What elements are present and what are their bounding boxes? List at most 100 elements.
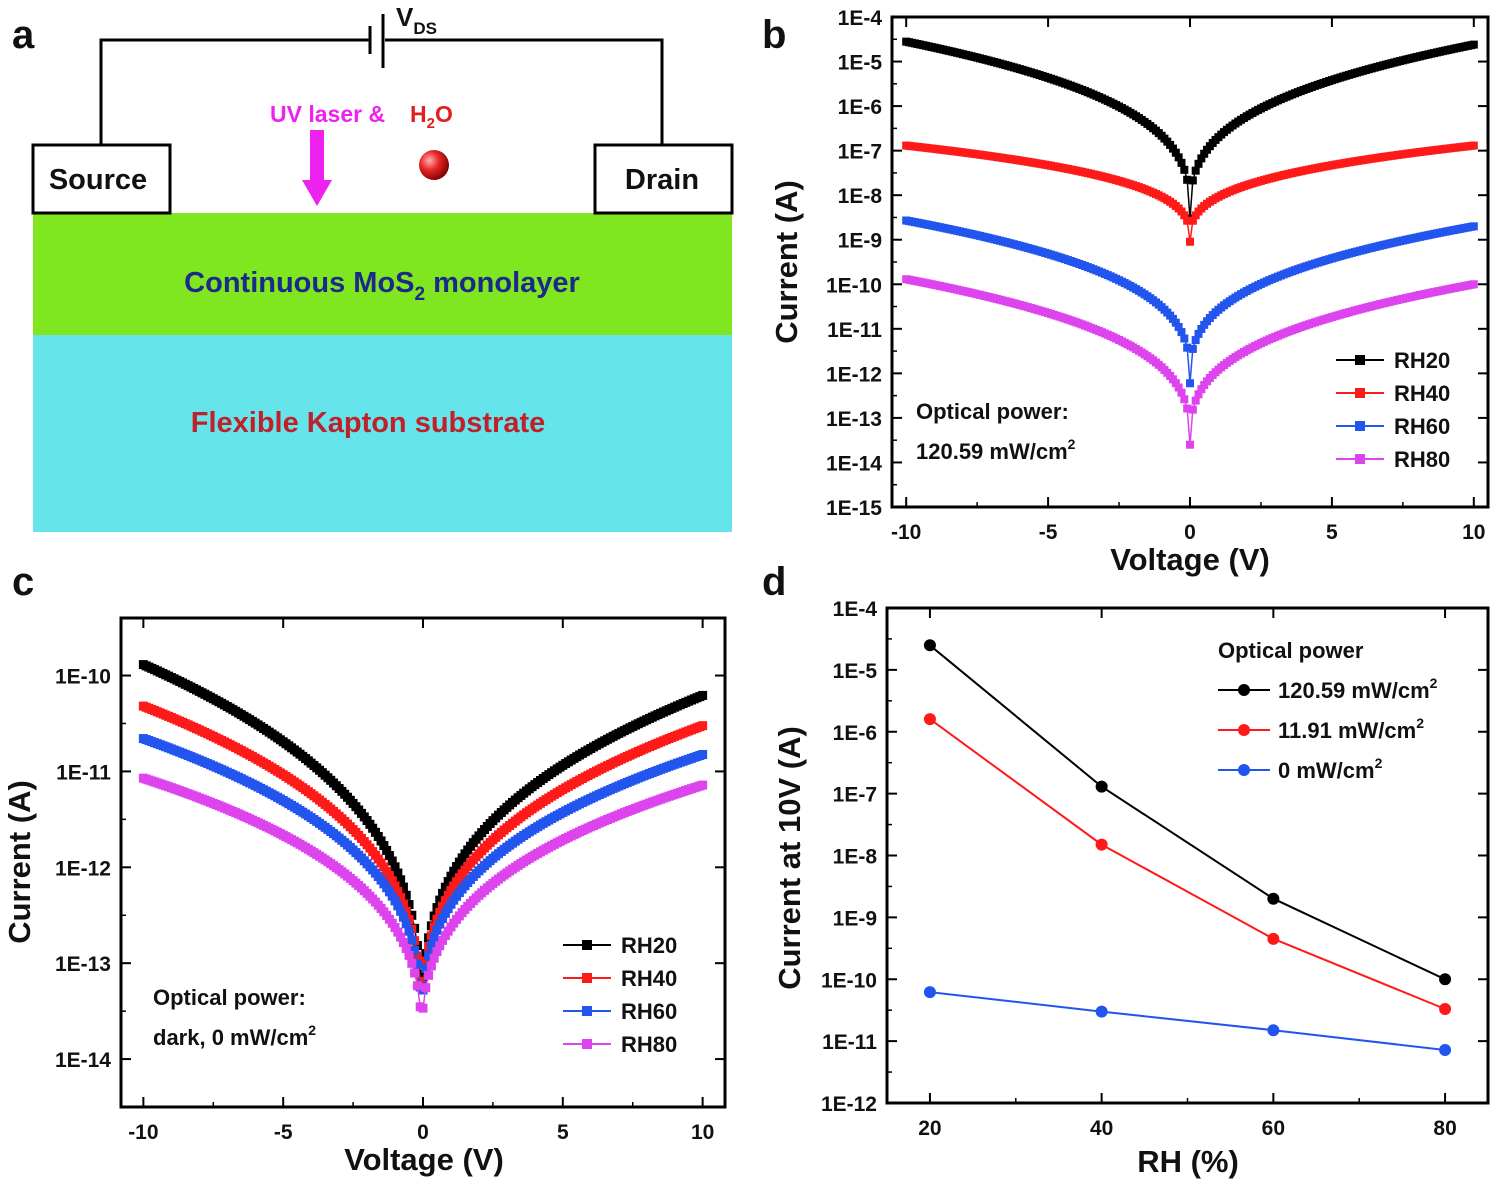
data-point [421, 956, 431, 966]
y-tick-label: 1E-10 [821, 969, 877, 992]
panel-b: b 1E-4 1E-5 1E-6 1E-7 1E-8 1E-9 1E-10 1E-11 1E-1… [762, 7, 1490, 577]
y-tick-label: 1E-8 [838, 185, 883, 208]
legend-label: 0 mW/cm2 [1278, 755, 1383, 783]
data-point [412, 981, 422, 991]
panel-a-letter: a [12, 13, 35, 57]
data-point [1180, 395, 1189, 404]
substrate-label: Flexible Kapton substrate [191, 407, 546, 439]
panel-a: a VDS Source Drain UV laser & H2O [12, 2, 734, 532]
legend-label: 11.91 mW/cm2 [1278, 715, 1424, 743]
series-rh60 [138, 734, 708, 995]
x-tick-label: 40 [1090, 1117, 1113, 1140]
data-point [443, 877, 453, 887]
x-tick-label: -5 [274, 1121, 293, 1144]
data-point [438, 901, 448, 911]
data-point [401, 944, 411, 954]
panel-c-letter: c [12, 560, 34, 604]
x-axis-label: RH (%) [1137, 1144, 1239, 1179]
source-electrode [31, 143, 172, 215]
legend: RH20 RH40 RH60 RH80 [563, 933, 677, 1057]
legend-label: RH80 [621, 1032, 677, 1057]
mos2-label: Continuous MoS2 monolayer [184, 267, 580, 305]
legend-label: RH60 [1394, 414, 1450, 439]
data-point [398, 882, 408, 892]
data-point [412, 959, 422, 969]
data-point [1171, 148, 1180, 157]
data-point [1183, 216, 1192, 225]
data-point [1439, 1003, 1452, 1016]
data-point [435, 919, 445, 929]
data-point [1194, 390, 1203, 399]
x-axis-ticks: 20 40 60 80 [918, 608, 1457, 1140]
uv-label: UV laser & [270, 101, 385, 127]
data-point [1177, 328, 1186, 337]
data-point [1183, 343, 1192, 352]
data-point [429, 953, 439, 963]
annotation-line1: Optical power: [153, 985, 306, 1010]
y-axis-label: Current at 10V (A) [772, 726, 807, 990]
panel-c: c 1E-10 1E-11 1E-12 1E-13 1E-14 -10 -5 0 5 10 Vo… [2, 560, 727, 1177]
data-point [1197, 385, 1206, 394]
data-point [412, 941, 422, 951]
legend-label: 120.59 mW/cm2 [1278, 675, 1438, 703]
y-tick-label: 1E-10 [826, 274, 882, 297]
data-point [1095, 838, 1108, 851]
x-tick-label: 5 [557, 1121, 569, 1144]
data-point [1188, 176, 1197, 185]
data-point [1183, 404, 1192, 413]
data-point [1267, 1024, 1280, 1037]
data-point [404, 900, 414, 910]
data-point [418, 1003, 428, 1013]
data-point [435, 907, 445, 917]
y-axis-label: Current (A) [769, 180, 804, 344]
annotation-line2: 120.59 mW/cm2 [916, 436, 1076, 464]
kapton-substrate [33, 335, 732, 532]
data-point [410, 945, 420, 955]
legend-marker [1238, 684, 1250, 696]
data-point [396, 932, 406, 942]
data-point [698, 780, 708, 790]
series-rh60 [902, 216, 1478, 388]
uv-arrow-icon [302, 130, 332, 206]
mos2-layer [33, 213, 732, 335]
data-point [1180, 334, 1189, 343]
y-tick-label: 1E-4 [833, 598, 878, 621]
y-tick-label: 1E-6 [838, 96, 882, 119]
legend: RH20 RH40 RH60 RH80 [1336, 348, 1450, 472]
data-point [435, 895, 445, 905]
series-rh80 [138, 773, 708, 1013]
data-point [382, 866, 392, 876]
data-point [435, 941, 445, 951]
data-point [390, 896, 400, 906]
data-point [1183, 175, 1192, 184]
data-point [1194, 329, 1203, 338]
series-11-91-mw-cm [923, 713, 1452, 1016]
vds-label: VDS [396, 2, 437, 38]
data-point [404, 926, 414, 936]
data-point [412, 951, 422, 961]
y-tick-label: 1E-9 [838, 230, 882, 253]
y-axis-ticks: 1E-4 1E-5 1E-6 1E-7 1E-8 1E-9 1E-10 1E-11 1E-12 1… [826, 7, 1488, 520]
legend-marker [1238, 764, 1250, 776]
y-tick-label: 1E-11 [822, 1031, 877, 1054]
legend-label: RH40 [1394, 381, 1450, 406]
data-point [390, 862, 400, 872]
x-axis-label: Voltage (V) [1110, 542, 1270, 577]
data-point [1267, 932, 1280, 945]
y-tick-label: 1E-9 [833, 907, 877, 930]
panel-b-letter: b [762, 13, 786, 57]
data-point [1469, 222, 1478, 231]
data-point [1177, 388, 1186, 397]
data-point [415, 969, 425, 979]
data-point [401, 890, 411, 900]
data-point [424, 970, 434, 980]
data-point [1180, 211, 1189, 220]
data-point [438, 935, 448, 945]
y-axis-label: Current (A) [2, 780, 37, 944]
data-point [1174, 153, 1183, 162]
data-point [1168, 144, 1177, 153]
legend-label: RH20 [621, 933, 677, 958]
data-point [407, 935, 417, 945]
data-point [1174, 383, 1183, 392]
